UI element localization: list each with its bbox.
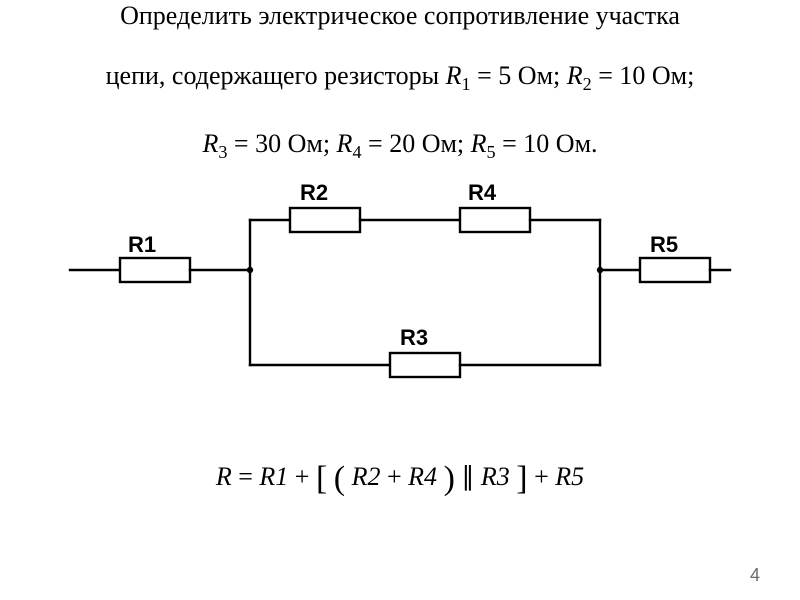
formula-r2: R2 [352, 462, 381, 491]
r2-symbol: R2 [567, 61, 592, 90]
formula-r3: R3 [481, 462, 510, 491]
label-r4: R4 [468, 180, 496, 206]
title-line1: Определить электрическое сопротивление у… [0, 0, 800, 33]
formula-lhs: R [216, 462, 232, 491]
r5-symbol: R5 [471, 129, 496, 158]
page-number: 4 [750, 565, 760, 586]
label-r1: R1 [128, 232, 156, 258]
label-r5: R5 [650, 232, 678, 258]
circuit-diagram: R1 R2 R4 R3 R5 [60, 190, 740, 420]
r3-value: = 30 Ом; [234, 129, 337, 158]
r5-value: = 10 Ом. [502, 129, 597, 158]
formula-plus3: + [534, 462, 555, 491]
formula-plus1: + [295, 462, 316, 491]
formula-r1: R1 [259, 462, 288, 491]
formula: R = R1 + [ ( R2 + R4 ) ∥ R3 ] + R5 [0, 460, 800, 498]
formula-parallel: ∥ [461, 462, 481, 491]
r5-sym: R [471, 129, 487, 158]
r1-symbol: R1 [446, 61, 471, 90]
formula-r4: R4 [408, 462, 437, 491]
r2-value: = 10 Ом; [598, 61, 694, 90]
r4-sym: R [337, 129, 353, 158]
r1-sym: R [446, 61, 462, 90]
r5-sub: 5 [487, 142, 496, 162]
r3-sym: R [202, 129, 218, 158]
r4-symbol: R4 [337, 129, 362, 158]
r1-sub: 1 [462, 74, 471, 94]
formula-lparen: ( [334, 460, 345, 497]
page: Определить электрическое сопротивление у… [0, 0, 800, 600]
r4-sub: 4 [352, 142, 361, 162]
formula-rbracket: ] [516, 460, 527, 497]
r2-sub: 2 [583, 74, 592, 94]
formula-plus2: + [387, 462, 408, 491]
formula-rparen: ) [444, 460, 455, 497]
formula-eq: = [238, 462, 259, 491]
title-line2-prefix: цепи, содержащего резисторы [106, 61, 446, 90]
title-line3: R3 = 30 Ом; R4 = 20 Ом; R5 = 10 Ом. [0, 128, 800, 164]
r3-symbol: R3 [202, 129, 227, 158]
r2-sym: R [567, 61, 583, 90]
r1-value: = 5 Ом; [477, 61, 567, 90]
formula-lbracket: [ [316, 460, 327, 497]
formula-r5: R5 [555, 462, 584, 491]
title-line2: цепи, содержащего резисторы R1 = 5 Ом; R… [0, 60, 800, 96]
r4-value: = 20 Ом; [368, 129, 471, 158]
circuit-group [70, 208, 730, 377]
circuit-svg [60, 190, 740, 420]
r3-sub: 3 [218, 142, 227, 162]
label-r3: R3 [400, 325, 428, 351]
label-r2: R2 [300, 180, 328, 206]
